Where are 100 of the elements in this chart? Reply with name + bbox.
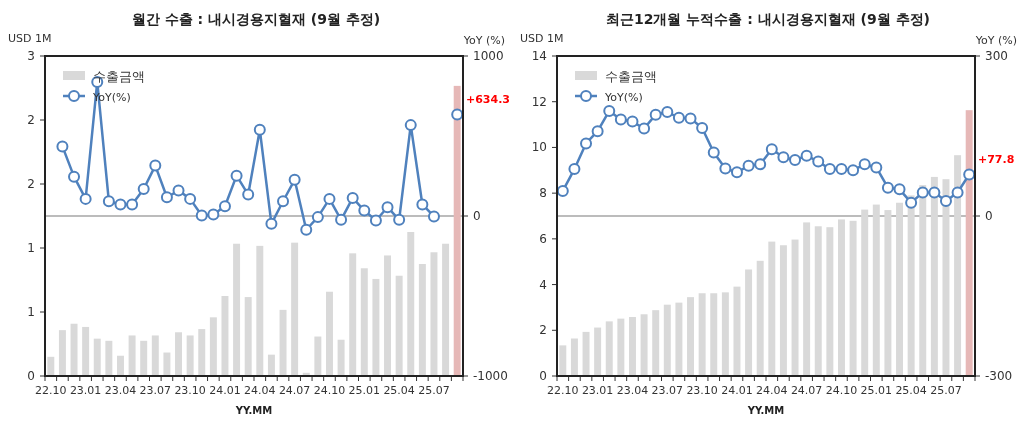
point [951,186,964,199]
point [311,211,324,224]
y-axis-title: USD 1M [8,32,52,45]
y-tick-label: 14 [531,49,547,63]
y-tick-label: 0 [27,369,35,383]
x-tick-label: 25.01 [348,384,381,397]
point [777,151,790,164]
bar [233,243,241,376]
chart-title: 최근12개월 누적수출 : 내시경용지혈재 (9월 추정) [606,11,930,27]
x-axis-title: YY.MM [234,405,273,416]
point [835,163,848,176]
point [381,201,394,214]
point [823,163,836,176]
chart-title: 월간 수출 : 내시경용지혈재 (9월 추정) [131,11,381,27]
x-tick-label: 24.07 [790,384,823,397]
point [230,169,243,182]
bar [861,209,869,376]
bar [582,331,590,376]
point [137,182,150,195]
bar [337,339,345,376]
point [346,191,359,204]
point [288,173,301,186]
x-tick-label: 23.07 [651,384,684,397]
y2-tick-label: -1000 [473,369,508,383]
bar [733,286,741,376]
y-axis-title: USD 1M [520,32,564,45]
y-tick-label: 4 [539,277,547,292]
bar [221,296,229,376]
point [672,111,685,124]
bar [47,356,55,376]
y-tick-label: 8 [539,186,547,201]
bar [163,352,171,376]
y2-tick-label: 0 [985,209,993,223]
bar [453,85,461,376]
bar [82,326,90,376]
point [707,146,720,159]
bar [675,302,683,376]
x-tick-label: 23.07 [139,384,172,397]
y-tick-label: 1 [27,241,35,255]
bar [244,297,252,376]
y2-axis-title: YoY (%) [462,34,505,47]
x-tick-label: 25.01 [860,384,893,397]
point [427,210,440,223]
point [102,195,115,208]
x-tick-label: 22.10 [35,384,67,397]
point [335,213,348,226]
text: +77.8 [978,152,1015,166]
point [253,123,266,136]
y-tick-label: 0 [539,369,547,383]
bar [687,297,695,376]
point [893,183,906,196]
bar [198,329,206,376]
y-tick-label: 6 [539,231,547,246]
point [580,137,593,150]
bar [559,345,567,376]
bar [814,226,822,376]
point [730,166,743,179]
point [812,155,825,168]
bar [919,185,927,376]
point [265,217,278,230]
point [789,154,802,166]
bar [698,293,706,376]
point [881,181,894,194]
bar [407,232,415,376]
bar [930,176,938,376]
point [638,122,651,135]
bar [372,278,380,376]
bar [151,335,159,376]
x-tick-label: 25.07 [930,384,962,397]
point [603,104,616,117]
bar [849,220,857,376]
bar [175,332,183,376]
bar [628,317,636,376]
point [56,140,69,153]
point [800,149,813,162]
bar [965,110,973,376]
point [928,186,941,199]
y-tick-label: 12 [531,94,547,109]
y-tick-label: 2 [539,323,547,338]
bar [884,210,892,376]
point [160,191,173,204]
y-tick-label: 2 [27,113,35,127]
bar [756,260,764,376]
bar [325,291,333,376]
point [416,198,429,211]
point [277,195,290,208]
bar [663,304,671,376]
point [218,200,231,213]
bar [314,336,322,376]
bar [58,330,66,376]
x-tick-label: 23.04 [616,384,649,397]
point [765,143,778,156]
x-tick-label: 24.10 [825,384,858,397]
point [661,106,674,118]
bar [186,335,194,376]
bar [640,314,648,376]
bar [209,317,217,376]
bar [605,321,613,376]
legend-label: YoY(%) [604,91,643,104]
bar [116,355,124,376]
